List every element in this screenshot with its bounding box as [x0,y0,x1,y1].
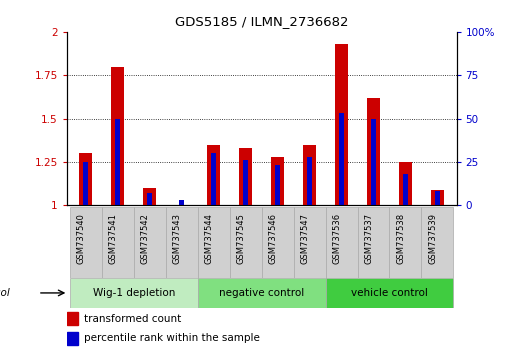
Bar [198,278,326,308]
Bar [207,144,220,205]
Bar [399,162,412,205]
Bar [180,200,184,205]
Bar [262,207,293,278]
Bar [111,67,124,205]
Bar [147,193,152,205]
Text: GSM737540: GSM737540 [77,213,86,264]
Text: GSM737537: GSM737537 [364,213,373,264]
Bar [80,153,92,205]
Text: Wig-1 depletion: Wig-1 depletion [93,288,175,298]
Bar [421,207,453,278]
Bar [326,278,453,308]
Bar [243,160,248,205]
Bar [198,207,230,278]
Bar [435,192,440,205]
Bar [84,162,88,205]
Bar [307,157,312,205]
Text: GSM737546: GSM737546 [269,213,278,264]
Text: GSM737539: GSM737539 [428,213,438,264]
Text: protocol: protocol [0,288,10,298]
Text: GSM737536: GSM737536 [332,213,342,264]
Bar [389,207,421,278]
Bar [70,207,102,278]
Bar [102,207,134,278]
Bar [293,207,326,278]
Text: vehicle control: vehicle control [351,288,428,298]
Bar [275,165,280,205]
Bar [67,312,77,325]
Bar [403,174,408,205]
Bar [211,153,216,205]
Bar [358,207,389,278]
Bar [70,278,198,308]
Bar [134,207,166,278]
Bar [431,190,444,205]
Text: GSM737538: GSM737538 [397,213,405,264]
Text: GSM737542: GSM737542 [141,213,150,264]
Bar [371,119,376,205]
Bar [230,207,262,278]
Bar [67,332,77,345]
Bar [335,44,348,205]
Text: percentile rank within the sample: percentile rank within the sample [84,333,260,343]
Bar [239,148,252,205]
Bar [303,144,316,205]
Bar [166,207,198,278]
Bar [339,113,344,205]
Text: negative control: negative control [219,288,304,298]
Bar [271,157,284,205]
Bar [367,98,380,205]
Text: GSM737543: GSM737543 [173,213,182,264]
Bar [115,119,120,205]
Title: GDS5185 / ILMN_2736682: GDS5185 / ILMN_2736682 [175,15,348,28]
Bar [326,207,358,278]
Text: transformed count: transformed count [84,314,182,324]
Text: GSM737547: GSM737547 [301,213,309,264]
Text: GSM737541: GSM737541 [109,213,118,264]
Text: GSM737545: GSM737545 [236,213,246,264]
Bar [144,188,156,205]
Text: GSM737544: GSM737544 [205,213,214,264]
